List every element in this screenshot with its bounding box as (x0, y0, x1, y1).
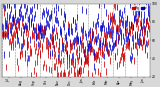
Legend: Hig, Lo: Hig, Lo (131, 5, 148, 11)
